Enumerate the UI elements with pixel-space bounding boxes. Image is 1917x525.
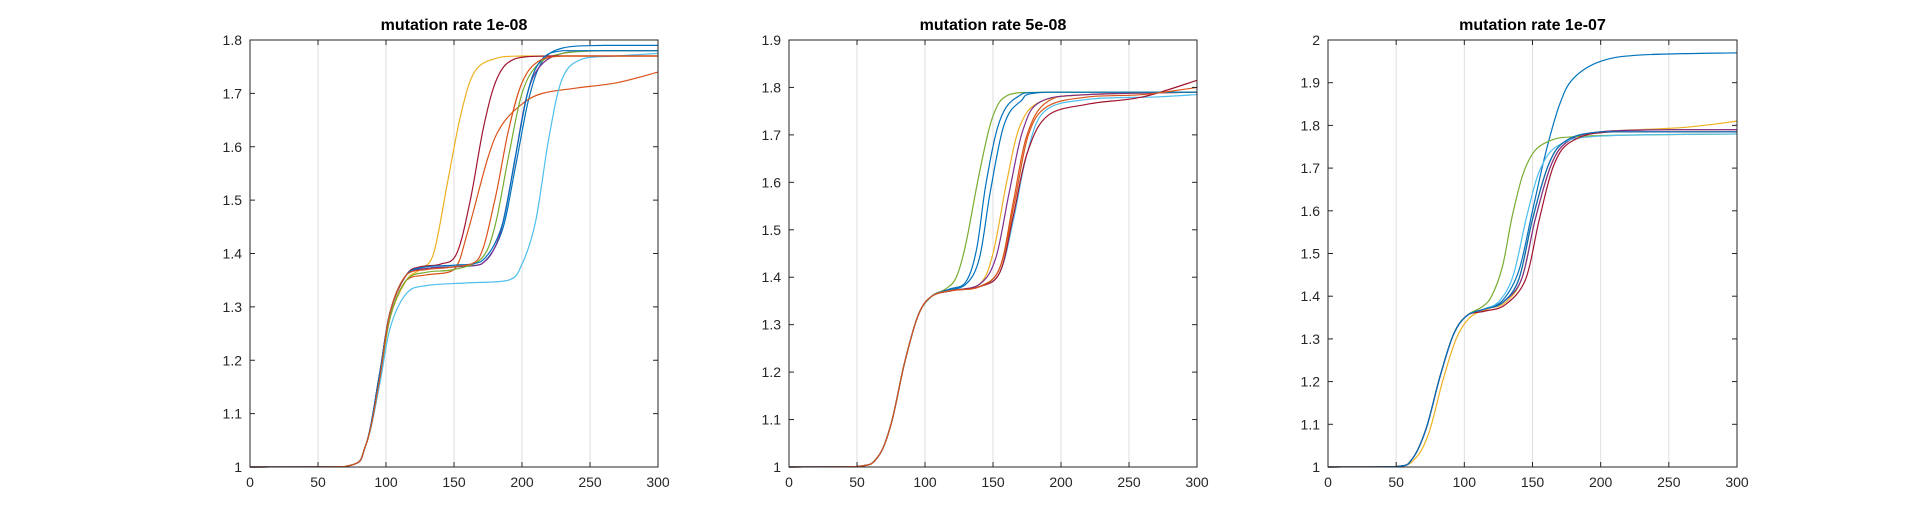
x-tick-label: 50 xyxy=(849,474,865,490)
y-tick-label: 1.6 xyxy=(1301,203,1321,219)
y-tick-label: 1 xyxy=(1312,459,1320,475)
x-tick-label: 100 xyxy=(1453,474,1477,490)
axis-ticks: 0 50 100 150 200 250 300 1 1.1 1.2 1.3 1.4 1.5 1.6 1.7… xyxy=(762,32,1209,490)
series-lines xyxy=(788,79,1198,468)
grid-lines xyxy=(856,40,1130,467)
x-tick-label: 150 xyxy=(442,474,466,490)
y-tick-label: 1.2 xyxy=(223,352,243,368)
y-tick-label: 1.7 xyxy=(223,85,243,101)
x-tick-label: 150 xyxy=(981,474,1005,490)
y-tick-label: 1.3 xyxy=(1301,331,1321,347)
y-tick-label: 1.1 xyxy=(1301,416,1321,432)
y-tick-label: 1.5 xyxy=(762,222,782,238)
x-tick-label: 50 xyxy=(1388,474,1404,490)
y-tick-label: 1.4 xyxy=(762,269,782,285)
y-tick-label: 1.5 xyxy=(1301,246,1321,262)
axis-ticks: 0 50 100 150 200 250 300 1 1.1 1.2 1.3 1.4 1.5 1.6 1.7… xyxy=(1301,32,1749,490)
x-tick-label: 100 xyxy=(374,474,398,490)
y-tick-label: 1.2 xyxy=(1301,374,1321,390)
series-line-9 xyxy=(788,86,1198,468)
x-tick-label: 250 xyxy=(1117,474,1141,490)
x-tick-label: 0 xyxy=(785,474,793,490)
chart-title: mutation rate 5e-08 xyxy=(920,17,1067,34)
grid-lines xyxy=(317,40,591,467)
x-tick-label: 100 xyxy=(913,474,937,490)
x-tick-label: 0 xyxy=(246,474,254,490)
series-lines xyxy=(249,44,659,468)
y-tick-label: 1.6 xyxy=(223,139,243,155)
y-tick-label: 1.9 xyxy=(762,32,782,48)
y-tick-label: 2 xyxy=(1312,32,1320,48)
subplot-3: mutation rate 1e-07 0 50 100 150 200 250 300 1 1… xyxy=(1301,17,1749,490)
y-tick-label: 1 xyxy=(234,459,242,475)
y-tick-label: 1.5 xyxy=(223,192,243,208)
y-tick-label: 1.3 xyxy=(223,299,243,315)
x-tick-label: 300 xyxy=(646,474,670,490)
x-tick-label: 0 xyxy=(1324,474,1332,490)
x-tick-label: 200 xyxy=(1589,474,1613,490)
x-tick-label: 50 xyxy=(310,474,326,490)
series-line-8 xyxy=(1327,131,1737,468)
x-tick-label: 150 xyxy=(1521,474,1545,490)
chart-title: mutation rate 1e-07 xyxy=(1459,17,1606,34)
y-tick-label: 1.2 xyxy=(762,364,782,380)
y-tick-label: 1.7 xyxy=(762,127,782,143)
y-tick-label: 1.8 xyxy=(223,32,243,48)
x-tick-label: 250 xyxy=(1657,474,1681,490)
y-tick-label: 1.6 xyxy=(762,174,782,190)
y-tick-label: 1.1 xyxy=(223,406,243,422)
x-tick-label: 200 xyxy=(510,474,534,490)
x-tick-label: 300 xyxy=(1725,474,1749,490)
y-tick-label: 1.3 xyxy=(762,317,782,333)
x-tick-label: 200 xyxy=(1049,474,1073,490)
y-tick-label: 1.4 xyxy=(1301,288,1321,304)
subplot-2: mutation rate 5e-08 0 50 100 150 200 250 300 1 1… xyxy=(762,17,1209,490)
x-tick-label: 300 xyxy=(1185,474,1209,490)
y-tick-label: 1 xyxy=(773,459,781,475)
y-tick-label: 1.4 xyxy=(223,246,243,262)
chart-title: mutation rate 1e-08 xyxy=(381,17,528,34)
axis-ticks: 0 50 100 150 200 250 300 1 1.1 1.2 1.3 1.4 1.5 1.6 1.7… xyxy=(223,32,670,490)
y-tick-label: 1.8 xyxy=(1301,117,1321,133)
y-tick-label: 1.1 xyxy=(762,412,782,428)
series-lines xyxy=(1327,52,1738,468)
subplot-1: mutation rate 1e-08 0 50 100 150 200 250 300 1 1… xyxy=(223,17,670,490)
y-tick-label: 1.8 xyxy=(762,79,782,95)
y-tick-label: 1.9 xyxy=(1301,75,1321,91)
series-line-9 xyxy=(249,55,658,468)
y-tick-label: 1.7 xyxy=(1301,160,1321,176)
x-tick-label: 250 xyxy=(578,474,602,490)
